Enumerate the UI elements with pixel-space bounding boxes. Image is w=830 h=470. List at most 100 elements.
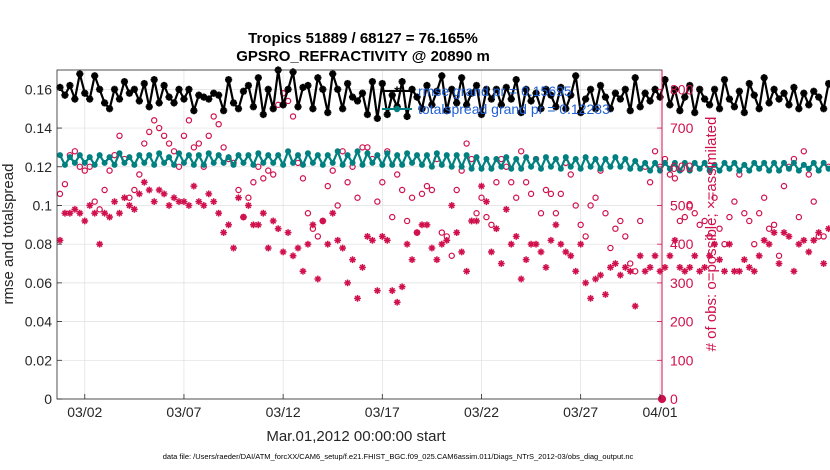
totalspread-point <box>156 150 163 157</box>
obs-assimilated-point <box>557 240 565 248</box>
obs-assimilated-stroke <box>711 241 718 248</box>
obs-assimilated-point <box>121 194 128 202</box>
obs-assimilated-stroke <box>577 241 584 248</box>
totalspread-point <box>101 159 108 166</box>
rmse-point <box>175 85 183 93</box>
obs-possible-point <box>91 198 98 205</box>
obs-possible-point <box>517 148 525 155</box>
rmse-point <box>368 78 376 86</box>
rmse-point <box>348 93 357 101</box>
rmse-point-stroke <box>711 86 718 93</box>
obs-possible-point <box>265 167 272 174</box>
rmse-point <box>710 85 719 93</box>
obs-assimilated-point <box>711 240 718 248</box>
obs-assimilated-stroke <box>622 264 629 271</box>
totalspread-point <box>810 159 817 166</box>
obs-assimilated-point <box>611 260 619 267</box>
obs-assimilated-point <box>334 236 342 244</box>
obs-assimilated-stroke <box>131 206 138 213</box>
obs-assimilated-stroke <box>344 279 351 286</box>
obs-assimilated-stroke <box>572 268 579 275</box>
rmse-point <box>656 93 664 101</box>
obs-possible-point <box>180 132 188 139</box>
obs-assimilated-point <box>418 221 426 229</box>
obs-possible-point <box>448 252 455 259</box>
obs-assimilated-point <box>443 236 451 244</box>
obs-assimilated-stroke <box>607 264 614 271</box>
obs-possible-point <box>374 198 381 205</box>
totalspread-point <box>552 156 559 163</box>
obs-assimilated-stroke <box>552 221 559 228</box>
rmse-point-stroke <box>721 76 728 83</box>
obs-assimilated-stroke <box>538 249 544 255</box>
obs-assimilated-stroke <box>602 291 609 298</box>
obs-assimilated-point <box>542 264 550 271</box>
obs-assimilated-stroke <box>567 252 574 259</box>
obs-assimilated-point <box>240 213 247 221</box>
x-tick-label: 04/01 <box>642 404 677 420</box>
rmse-point <box>254 74 262 82</box>
obs-possible-point <box>364 144 371 151</box>
rmse-point <box>120 78 129 86</box>
rmse-point-stroke <box>453 99 460 107</box>
rmse-point <box>135 97 143 105</box>
rmse-point <box>810 87 818 95</box>
obs-assimilated-stroke <box>681 268 688 275</box>
obs-assimilated-point <box>319 217 327 225</box>
rmse-point <box>433 87 441 95</box>
obs-assimilated-point <box>190 182 198 190</box>
rmse-point-stroke <box>438 72 446 80</box>
rmse-point <box>334 85 342 93</box>
obs-assimilated-stroke <box>265 245 272 251</box>
obs-possible-point <box>731 198 738 205</box>
obs-possible-point <box>146 128 153 136</box>
obs-possible-point <box>190 144 198 151</box>
rmse-point <box>180 95 188 103</box>
rmse-point <box>715 105 724 113</box>
totalspread-point <box>647 167 654 174</box>
rmse-point <box>259 110 267 119</box>
rmse-point <box>591 105 600 113</box>
obs-assimilated-point <box>294 244 302 252</box>
rmse-point-stroke <box>101 99 108 107</box>
rmse-point <box>165 93 173 101</box>
rmse-point <box>552 103 560 111</box>
obs-possible-point <box>617 217 624 225</box>
rmse-point <box>339 105 347 113</box>
totalspread-point <box>508 165 515 172</box>
obs-assimilated-point <box>438 240 446 248</box>
totalspread-point <box>518 165 525 172</box>
obs-assimilated-point <box>686 264 694 271</box>
rmse-point <box>596 81 605 90</box>
obs-assimilated-stroke <box>339 245 346 251</box>
obs-possible-point <box>805 171 812 178</box>
rmse-point <box>557 83 565 92</box>
rmse-point-stroke <box>602 93 609 101</box>
totalspread-point <box>473 154 480 161</box>
obs-assimilated-point <box>755 252 763 260</box>
rmse-point <box>661 76 669 84</box>
totalspread-point <box>185 152 192 159</box>
totalspread-point <box>275 152 282 159</box>
totalspread-point <box>354 148 361 155</box>
rmse-point-stroke <box>259 111 267 118</box>
obs-assimilated-point <box>359 264 366 271</box>
rmse-point <box>66 81 74 90</box>
obs-assimilated-point <box>403 240 411 248</box>
rmse-point <box>696 85 704 93</box>
rmse-point <box>249 103 257 111</box>
totalspread-point <box>666 165 673 172</box>
obs-possible-point <box>716 225 723 232</box>
totalspread-point <box>771 159 778 166</box>
obs-assimilated-point <box>309 221 317 229</box>
obs-assimilated-stroke <box>250 221 257 228</box>
obs-assimilated-stroke <box>275 225 282 232</box>
plot-area <box>57 70 662 399</box>
rmse-point-stroke <box>597 82 604 89</box>
obs-assimilated-stroke <box>270 218 277 224</box>
rmse-point <box>606 105 615 113</box>
obs-possible-point <box>210 113 217 120</box>
totalspread-point <box>736 167 743 174</box>
obs-assimilated-stroke <box>652 252 658 259</box>
rmse-point <box>294 103 302 111</box>
